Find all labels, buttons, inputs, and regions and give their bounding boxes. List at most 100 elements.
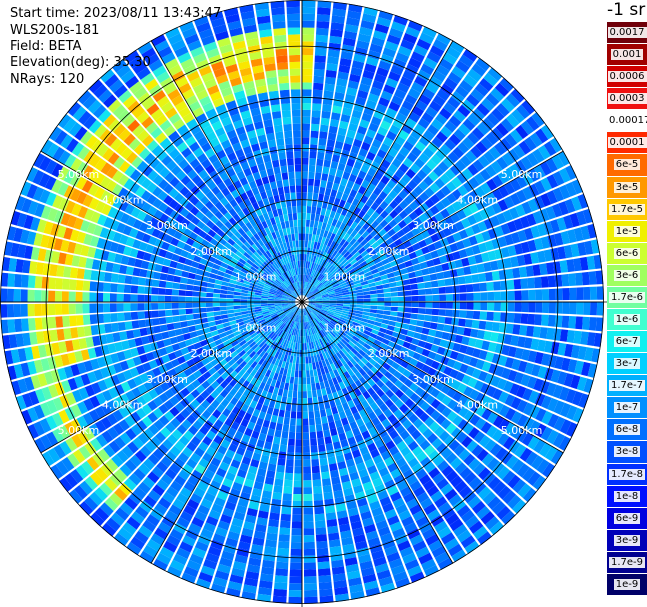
ray-gate [110,313,118,323]
ray-gate [205,302,213,307]
ray-gate [431,287,439,295]
ray-gate [315,417,322,425]
ray-gate [267,526,279,535]
ray-gate [322,336,329,344]
ray-gate [414,407,425,418]
ray-gate [298,363,302,371]
ray-gate [274,34,287,43]
ray-gate [325,76,336,85]
ray-gate [427,351,437,360]
ray-gate [459,302,467,310]
ray-gate [273,117,282,126]
ray-gate [281,110,291,118]
ray-gate [475,233,485,244]
ray-gate [208,277,216,284]
ray-gate [403,435,415,446]
ray-gate [302,192,307,200]
ray-gate [324,317,331,322]
ray-gate [303,507,314,515]
ray-gate [421,348,431,357]
ray-gate [408,271,416,279]
ray-gate [323,159,331,168]
ray-gate [522,467,536,482]
ray-gate [308,303,316,305]
ray-gate [497,485,512,500]
ray-gate [274,41,287,50]
ray-gate [419,334,428,342]
ray-gate [409,319,418,326]
ray-gate [530,252,539,264]
ray-gate [294,370,299,378]
ray-gate [452,293,460,301]
ray-gate [274,401,281,410]
ray-gate [56,265,65,277]
ray-gate [363,308,371,313]
ray-gate [116,303,124,312]
ray-gate [278,75,289,84]
ray-gate [469,414,481,426]
ray-gate [504,234,514,246]
ray-gate [277,458,286,466]
ray-gate [322,485,333,493]
ray-gate [349,358,358,366]
ray-gate [414,326,423,334]
ray-gate [583,302,591,315]
ray-gate [165,281,174,289]
ray-gate [276,55,288,64]
ray-gate [219,306,227,311]
ray-gate [404,451,415,463]
ray-gate [522,186,534,200]
ray-gate [302,404,308,412]
ray-gate [302,75,313,83]
ray-gate [138,277,146,286]
ray-gate [563,373,574,387]
ray-gate [322,300,330,302]
ray-gate [390,384,399,394]
ray-gate [7,319,16,333]
ray-gate [306,306,313,312]
ray-gate [302,151,309,158]
ray-gate [334,344,341,352]
ray-gate [54,303,63,315]
ray-gate [399,430,410,441]
ray-gate [436,247,446,257]
ray-gate [220,310,228,315]
ray-gate [82,292,90,302]
ray-gate [309,424,316,433]
ray-gate [527,435,540,450]
ray-gate [315,305,322,309]
ray-gate [294,473,302,481]
ray-gate [404,302,412,307]
ray-gate [296,425,302,433]
ray-gate [290,542,302,550]
ray-gate [434,353,443,363]
ray-gate [342,355,350,363]
ray-gate [374,280,383,286]
ray-gate [314,375,320,384]
ray-gate [206,287,214,293]
ray-gate [412,352,422,361]
ray-gate [357,270,365,277]
ray-gate [288,383,294,391]
ray-gate [153,325,161,334]
ray-gate [363,305,371,309]
ray-gate [103,303,111,313]
ray-gate [456,267,465,277]
ray-gate [361,264,369,271]
ray-gate [463,327,472,337]
ray-gate [27,275,36,288]
ray-gate [457,529,472,543]
ray-gate [474,339,484,349]
ray-gate [400,446,411,457]
ray-gate [342,294,350,298]
ray-gate [305,363,310,371]
ray-gate [465,226,475,237]
ray-gate [473,211,484,223]
ray-gate [531,364,541,377]
ray-gate [539,442,552,458]
ray-gate [552,432,565,448]
ray-gate [415,434,426,446]
ray-gate [316,315,323,322]
ray-gate [298,233,302,241]
ray-gate [507,302,515,312]
